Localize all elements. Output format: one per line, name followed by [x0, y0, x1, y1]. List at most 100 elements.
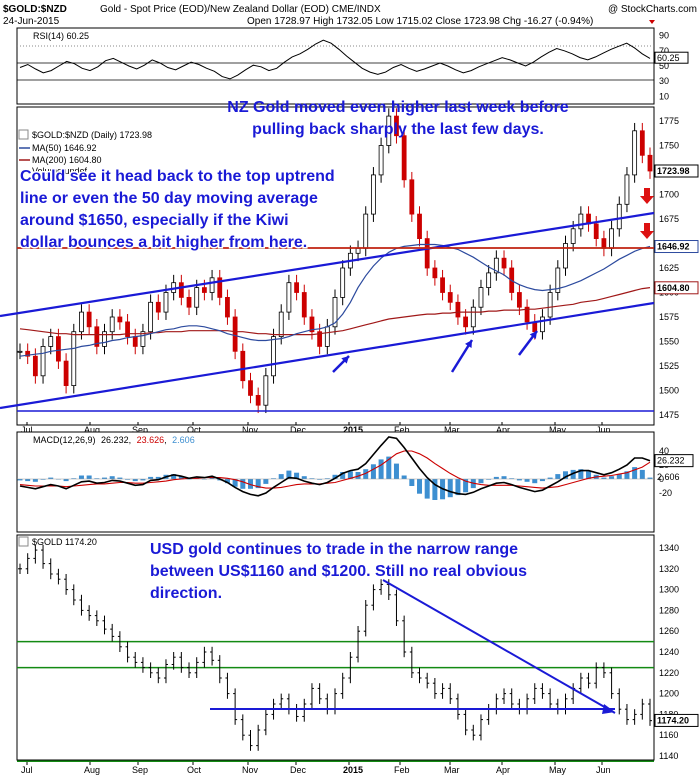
macd-histogram-bar: [455, 479, 461, 496]
macd-line: [19, 436, 651, 497]
legend-icon: [18, 129, 29, 140]
macd-histogram-bar: [86, 475, 92, 479]
price-candle-body: [102, 331, 107, 347]
signal-value: 23.626: [137, 435, 165, 445]
macd-histogram-bar: [562, 471, 568, 479]
rsi-tick-label: 30: [659, 76, 669, 86]
usd-tick-label: 1160: [659, 730, 678, 740]
macd-histogram-bar: [524, 479, 530, 482]
arrow-head-icon: [529, 331, 537, 339]
rsi-line: [19, 39, 651, 80]
usd-annotation-line: USD gold continues to trade in the narro…: [150, 541, 518, 558]
macd-label: MACD(12,26,9) 26.232, 23.626, 2.606: [33, 435, 195, 445]
ma200-line: [19, 287, 651, 336]
price-candle-body: [263, 375, 269, 406]
price-candle-body: [432, 267, 438, 279]
price-candle-body: [309, 316, 315, 333]
macd-histogram-bar: [317, 479, 323, 480]
price-candle-body: [79, 311, 84, 333]
macd-histogram-bar: [424, 479, 430, 499]
macd-histogram-bar: [32, 479, 38, 482]
x-tick-label: 2015: [343, 765, 363, 775]
macd-value: 26.232: [101, 435, 129, 445]
ma200-value: 1604.80: [657, 283, 690, 293]
arrow-head-icon: [465, 340, 472, 348]
macd-histogram-bar: [263, 479, 269, 484]
macd-histogram-bar: [224, 479, 230, 484]
usd-tick-label: 1220: [659, 668, 679, 678]
x-tick-label: Apr: [496, 765, 510, 775]
price-candle-body: [440, 277, 445, 293]
macd-histogram-bar: [432, 479, 438, 500]
annotation-line: NZ Gold moved even higher last week befo…: [227, 99, 569, 116]
price-candle-body: [647, 154, 653, 172]
price-candle-body: [155, 301, 161, 313]
annotation-line: pulling back sharply the last few days.: [252, 121, 544, 138]
macd-tick-label: -20: [659, 488, 672, 498]
x-axis-bottom: Jul Aug Sep Oct Nov Dec 2015 Feb Mar Apr May Jun: [21, 762, 611, 775]
x-tick-label: Apr: [496, 425, 510, 435]
rsi-panel: RSI(14) 60.25 90 70 50 30 10 60.25: [16, 27, 689, 105]
ma200-value-box: [654, 281, 699, 295]
x-tick-label: Feb: [394, 425, 410, 435]
price-candle-body: [317, 331, 323, 347]
ma50-legend-label: MA(50) 1646.92: [32, 143, 97, 153]
macd-histogram-bar: [347, 471, 353, 479]
usd-tick-label: 1280: [659, 605, 679, 615]
macd-histogram-bar: [17, 479, 23, 481]
annotation-line: Could see it head back to the top uptren…: [20, 168, 335, 185]
macd-histogram-bar: [624, 471, 630, 479]
price-candle-body: [132, 336, 138, 347]
macd-histogram-bar: [63, 479, 69, 482]
macd-histogram-bar: [102, 477, 108, 479]
price-tick-label: 1700: [659, 190, 679, 200]
price-candle-body: [109, 316, 115, 333]
price-candle-body: [186, 296, 192, 308]
usd-tick-label: 1200: [659, 689, 679, 699]
usd-tick-label: 1320: [659, 564, 679, 574]
price-tick-label: 1625: [659, 263, 679, 273]
last-price-value: 1723.98: [657, 166, 690, 176]
price-candle-body: [486, 272, 492, 288]
ma50-value: 1646.92: [657, 242, 690, 252]
macd-histogram-bar: [294, 472, 300, 479]
macd-histogram-bar: [547, 477, 553, 479]
macd-histogram-bar: [209, 477, 215, 479]
price-candle-body: [478, 287, 484, 308]
macd-histogram-bar: [493, 476, 499, 479]
price-candle-body: [232, 316, 238, 352]
arrow-head-icon: [341, 356, 349, 364]
usd-tick-label: 1340: [659, 543, 679, 553]
price-candle-body: [455, 301, 461, 318]
macd-sep-2: ,: [164, 435, 167, 445]
rsi-last-box: [654, 51, 689, 64]
macd-histogram-bar: [109, 476, 115, 479]
x-axis-top: Jul Aug Sep Oct Nov Dec 2015 Feb Mar Apr May Jun: [21, 422, 611, 435]
macd-histogram-bar: [370, 464, 376, 479]
annotation-line: line or even the 50 day moving average: [20, 190, 318, 207]
x-tick-label: Jun: [596, 765, 611, 775]
price-candle-body: [248, 380, 253, 396]
macd-histogram-bar: [447, 479, 453, 498]
macd-histogram-bar: [132, 479, 138, 482]
price-candle-body: [71, 331, 77, 387]
price-candle-body: [570, 228, 576, 244]
price-candle-body: [394, 115, 399, 137]
upper-trendline: [0, 211, 655, 318]
macd-histogram-bar: [301, 476, 307, 479]
macd-histogram-bar: [609, 476, 615, 479]
x-tick-label: Oct: [187, 425, 202, 435]
macd-histogram-bar: [171, 474, 177, 479]
price-candle-body: [616, 203, 622, 230]
macd-last-box: [654, 454, 694, 468]
macd-histogram-bar: [386, 456, 392, 479]
price-candle-body: [555, 267, 561, 293]
price-candle-body: [148, 301, 154, 333]
macd-histogram-bar: [94, 478, 100, 479]
macd-histogram-bar: [148, 476, 154, 479]
x-tick-label: Mar: [444, 425, 460, 435]
price-candle-body: [355, 247, 361, 254]
usd-tick-label: 1140: [659, 751, 678, 761]
price-candle-body: [378, 145, 384, 176]
